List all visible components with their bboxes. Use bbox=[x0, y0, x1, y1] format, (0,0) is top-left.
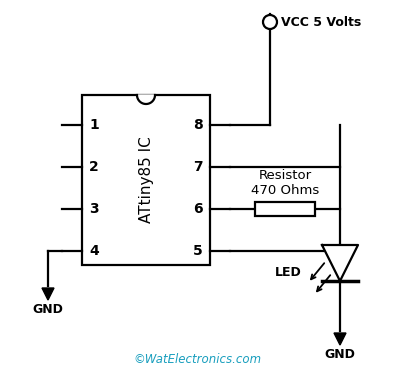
Bar bbox=[255, 202, 315, 216]
Text: 4: 4 bbox=[89, 244, 99, 258]
Text: 5: 5 bbox=[193, 244, 203, 258]
Polygon shape bbox=[334, 333, 346, 345]
Text: LED: LED bbox=[275, 267, 302, 279]
Text: 3: 3 bbox=[89, 202, 99, 216]
Text: 2: 2 bbox=[89, 160, 99, 174]
Text: 1: 1 bbox=[89, 118, 99, 132]
Text: GND: GND bbox=[325, 348, 356, 361]
Polygon shape bbox=[42, 288, 54, 300]
Text: GND: GND bbox=[32, 303, 64, 316]
Text: VCC 5 Volts: VCC 5 Volts bbox=[281, 15, 361, 29]
Circle shape bbox=[263, 15, 277, 29]
Text: ATtiny85 IC: ATtiny85 IC bbox=[139, 136, 154, 223]
Text: 7: 7 bbox=[194, 160, 203, 174]
Polygon shape bbox=[137, 95, 155, 104]
Polygon shape bbox=[322, 245, 358, 281]
Text: 8: 8 bbox=[193, 118, 203, 132]
Text: ©WatElectronics.com: ©WatElectronics.com bbox=[134, 353, 261, 366]
Bar bbox=[82, 95, 210, 265]
Text: 6: 6 bbox=[194, 202, 203, 216]
Text: Resistor
470 Ohms: Resistor 470 Ohms bbox=[251, 169, 319, 197]
